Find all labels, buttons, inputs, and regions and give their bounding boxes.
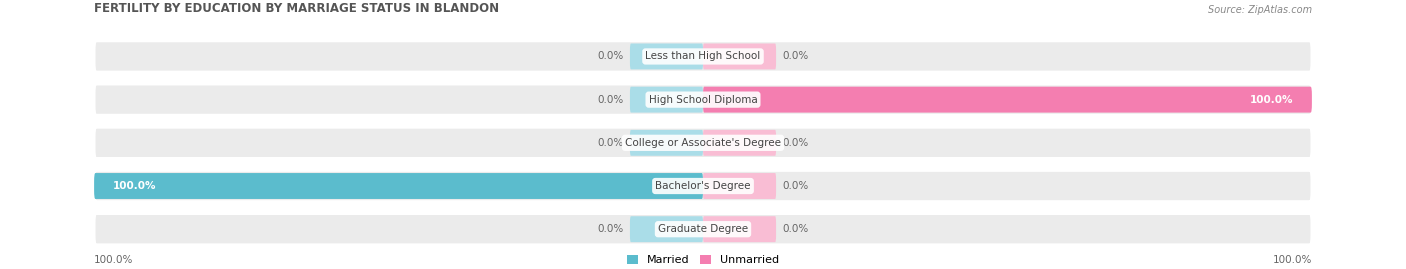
FancyBboxPatch shape xyxy=(703,173,776,199)
Text: Less than High School: Less than High School xyxy=(645,51,761,61)
Text: 100.0%: 100.0% xyxy=(94,255,134,265)
FancyBboxPatch shape xyxy=(703,87,1312,113)
Text: 0.0%: 0.0% xyxy=(782,138,808,148)
FancyBboxPatch shape xyxy=(703,44,776,69)
Text: 100.0%: 100.0% xyxy=(1250,95,1294,105)
FancyBboxPatch shape xyxy=(94,214,1312,245)
Text: Graduate Degree: Graduate Degree xyxy=(658,224,748,234)
Legend: Married, Unmarried: Married, Unmarried xyxy=(627,255,779,265)
FancyBboxPatch shape xyxy=(94,171,1312,201)
Text: College or Associate's Degree: College or Associate's Degree xyxy=(626,138,780,148)
FancyBboxPatch shape xyxy=(630,216,703,242)
Text: 100.0%: 100.0% xyxy=(112,181,156,191)
Text: 100.0%: 100.0% xyxy=(1272,255,1312,265)
FancyBboxPatch shape xyxy=(703,216,776,242)
FancyBboxPatch shape xyxy=(94,84,1312,115)
Text: High School Diploma: High School Diploma xyxy=(648,95,758,105)
Text: 0.0%: 0.0% xyxy=(782,224,808,234)
FancyBboxPatch shape xyxy=(630,130,703,156)
Text: 0.0%: 0.0% xyxy=(782,51,808,61)
Text: 0.0%: 0.0% xyxy=(598,224,624,234)
Text: 0.0%: 0.0% xyxy=(782,181,808,191)
Text: 0.0%: 0.0% xyxy=(598,51,624,61)
FancyBboxPatch shape xyxy=(703,130,776,156)
Text: Source: ZipAtlas.com: Source: ZipAtlas.com xyxy=(1208,5,1312,15)
FancyBboxPatch shape xyxy=(94,173,703,199)
FancyBboxPatch shape xyxy=(630,87,703,113)
FancyBboxPatch shape xyxy=(630,44,703,69)
Text: Bachelor's Degree: Bachelor's Degree xyxy=(655,181,751,191)
Text: FERTILITY BY EDUCATION BY MARRIAGE STATUS IN BLANDON: FERTILITY BY EDUCATION BY MARRIAGE STATU… xyxy=(94,2,499,15)
FancyBboxPatch shape xyxy=(94,41,1312,72)
FancyBboxPatch shape xyxy=(94,127,1312,158)
Text: 0.0%: 0.0% xyxy=(598,95,624,105)
Text: 0.0%: 0.0% xyxy=(598,138,624,148)
